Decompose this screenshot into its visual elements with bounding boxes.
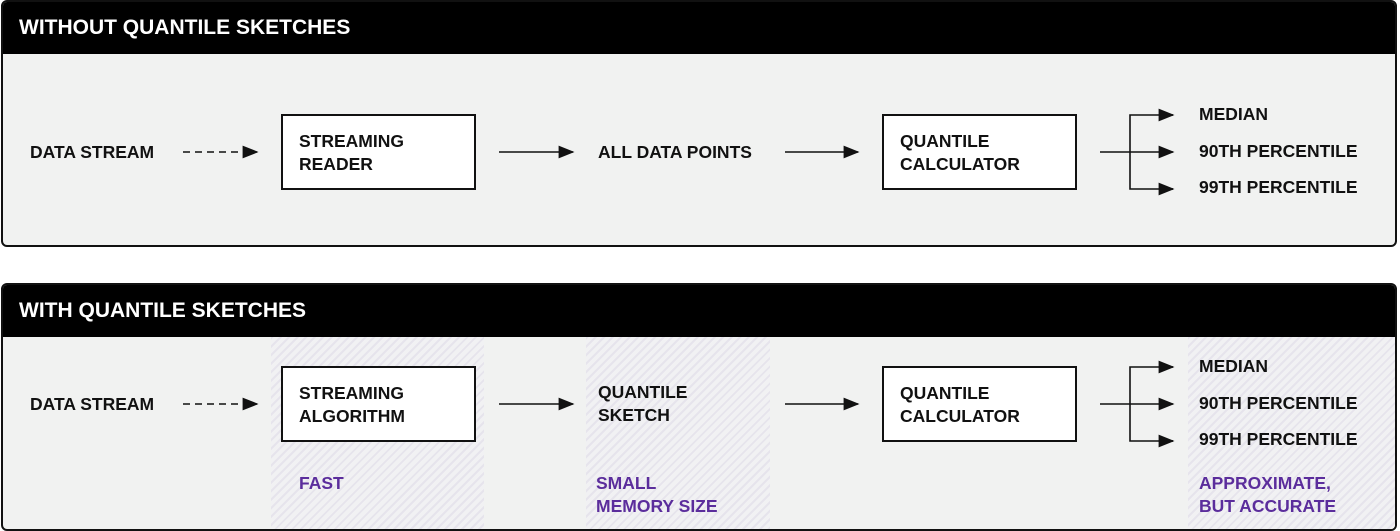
box-line: CALCULATOR [900,154,1020,174]
with-sketches-panel: WITH QUANTILE SKETCHES DATA STREAM STREA… [1,283,1397,531]
flow-arrows [183,360,1175,448]
flow-arrows [183,108,1175,196]
output-99th: 99TH PERCENTILE [1199,177,1358,197]
hatch-sketch [586,337,770,529]
note-approximate: APPROXIMATE, BUT ACCURATE [1199,472,1336,518]
output-99th: 99TH PERCENTILE [1199,429,1358,449]
line: QUANTILE [598,382,688,402]
note-small-memory: SMALL MEMORY SIZE [596,472,718,518]
output-90th: 90TH PERCENTILE [1199,393,1358,413]
quantile-calculator-box: QUANTILE CALCULATOR [882,366,1077,442]
output-median: MEDIAN [1199,104,1269,124]
box-line: QUANTILE [900,383,990,403]
box-line: STREAMING [299,383,404,403]
without-sketches-panel: WITHOUT QUANTILE SKETCHES DATA STREAM ST… [1,0,1397,247]
hatch-outputs [1188,337,1395,529]
all-data-points-label: ALL DATA POINTS [598,142,752,162]
box-line: READER [299,154,373,174]
box-line: CALCULATOR [900,406,1020,426]
quantile-sketch-label: QUANTILE SKETCH [598,381,687,427]
box-line: ALGORITHM [299,406,405,426]
note-fast: FAST [299,473,344,493]
data-stream-label: DATA STREAM [30,394,155,414]
line: MEMORY SIZE [596,496,718,516]
box-line: QUANTILE [900,131,990,151]
panel-title: WITHOUT QUANTILE SKETCHES [3,2,1395,54]
line: SMALL [596,473,657,493]
line: BUT ACCURATE [1199,496,1337,516]
box-line: STREAMING [299,131,404,151]
data-stream-label: DATA STREAM [30,142,155,162]
line: SKETCH [598,405,670,425]
output-90th: 90TH PERCENTILE [1199,141,1358,161]
streaming-algorithm-box: STREAMING ALGORITHM [281,366,476,442]
quantile-calculator-box: QUANTILE CALCULATOR [882,114,1077,190]
line: APPROXIMATE, [1199,473,1331,493]
panel-title: WITH QUANTILE SKETCHES [3,285,1395,337]
output-median: MEDIAN [1199,356,1269,376]
streaming-reader-box: STREAMING READER [281,114,476,190]
